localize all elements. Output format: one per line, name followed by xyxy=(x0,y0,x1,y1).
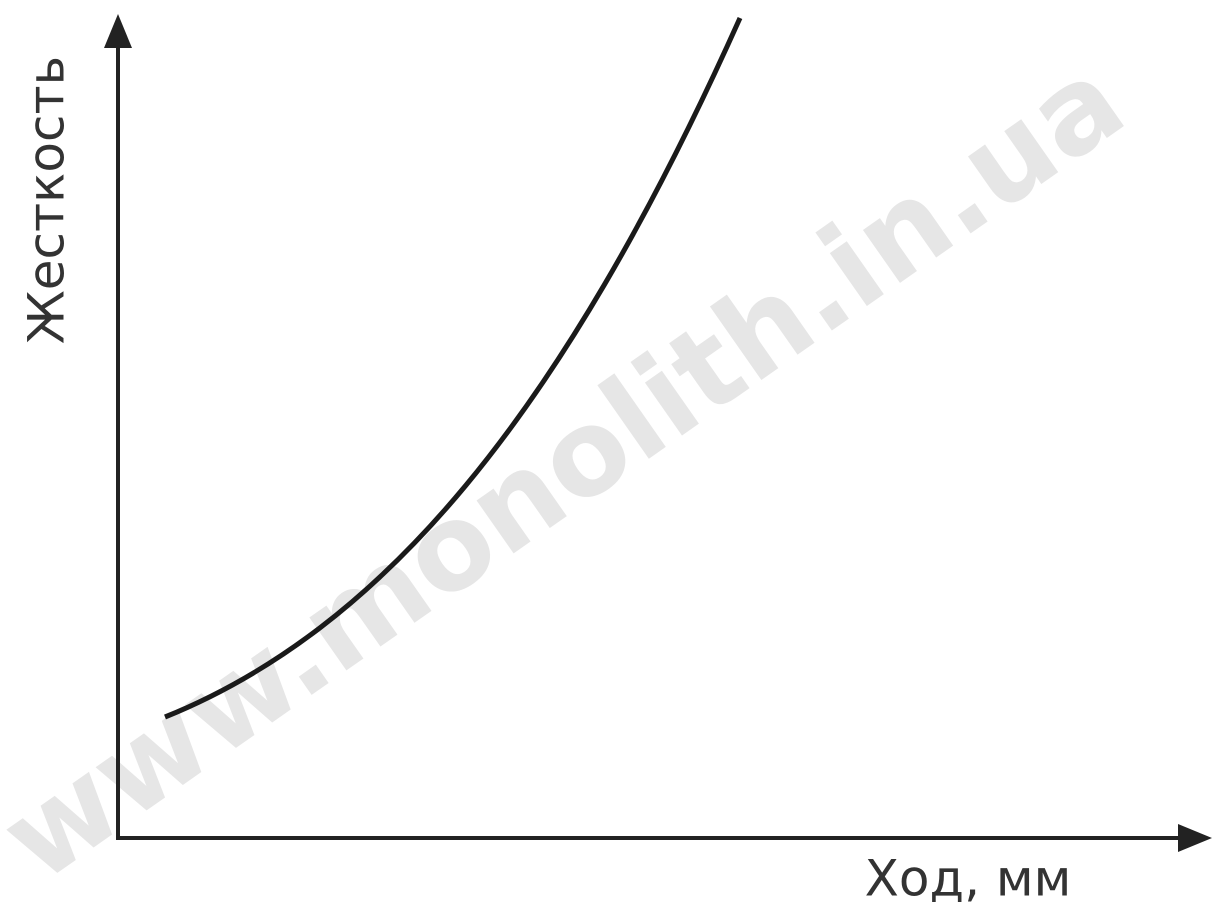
watermark: www.monolith.in.ua xyxy=(0,31,1148,902)
curve xyxy=(164,16,743,720)
x-axis-label: Ход, мм xyxy=(865,850,1072,902)
y-axis-label: Жесткость xyxy=(18,56,76,344)
y-axis-arrow xyxy=(104,14,132,48)
x-axis-arrow xyxy=(1178,824,1212,852)
